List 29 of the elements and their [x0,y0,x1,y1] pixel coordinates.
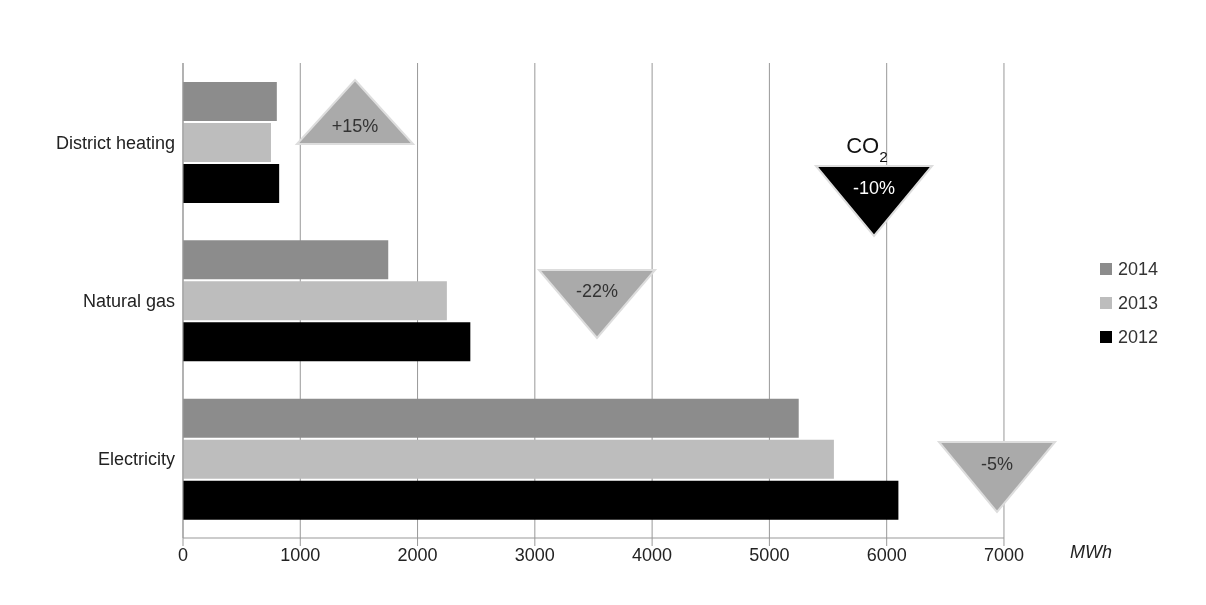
annotation: -22% [576,281,619,302]
bar [183,322,471,362]
bar [183,123,271,162]
annotation: -5% [980,454,1013,474]
bar [183,164,280,203]
legend-label: 2013 [1117,292,1158,315]
legend-label: 2012 [1117,326,1158,349]
x-tick-label: 0 [177,544,189,565]
x-tick-label: 3000 [514,544,555,565]
legend-label: 2014 [1117,258,1158,281]
y-tick-label: Electricity [97,449,175,470]
bar [183,82,277,121]
x-tick-label: 4000 [632,544,673,565]
x-tick-label: 7000 [983,544,1024,565]
bar [183,240,389,280]
bar [183,480,899,520]
x-tick-label: 2000 [397,544,438,565]
x-tick-label: 5000 [749,544,790,565]
x-axis-title: MWh [1070,542,1112,563]
annotation: +15% [331,115,379,136]
annotation: CO$_{2}$ [846,133,889,165]
bar [183,281,447,321]
y-tick-label: Natural gas [82,290,175,311]
x-tick-label: 1000 [280,544,321,565]
x-tick-label: 6000 [866,544,907,565]
bar [183,398,799,438]
annotation: -10% [852,178,895,198]
bar [183,439,834,479]
y-tick-label: District heating [55,132,175,153]
